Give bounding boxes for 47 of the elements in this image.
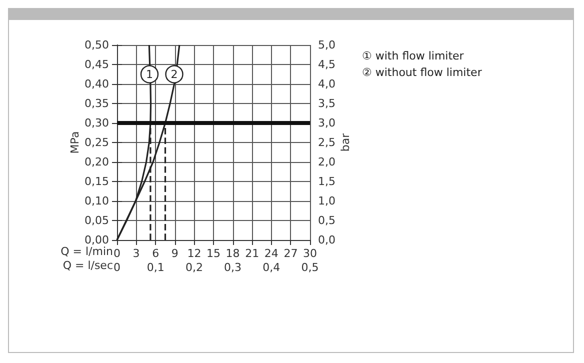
- x2-axis-title: Q = l/sec: [62, 259, 114, 272]
- x-tick-label: 27: [284, 247, 298, 260]
- x-tick-label: 9: [171, 247, 178, 260]
- y-tick-label: 0,15: [84, 175, 109, 188]
- y2-axis-title: bar: [339, 132, 352, 152]
- x-axis-title: Q = l/min: [60, 245, 114, 258]
- y-tick-label: 0,35: [84, 97, 109, 110]
- y2-tick-label: 2,0: [318, 156, 336, 168]
- y-tick-label: 0,40: [84, 78, 109, 90]
- y-tick-label: 0,25: [84, 136, 109, 149]
- y2-tick-label: 4,0: [318, 78, 336, 90]
- annotation: 2: [170, 68, 178, 81]
- x2-tick-label: 0,1: [146, 261, 164, 274]
- y2-tick-label: 0,0: [318, 234, 336, 246]
- y2-tick-label: 1,5: [318, 175, 336, 188]
- x-tick-label: 6: [152, 247, 160, 260]
- y2-tick-label: 2,5: [318, 136, 336, 149]
- annotation: 1: [146, 68, 153, 81]
- text: ② without flow limiter: [362, 66, 482, 79]
- y2-tick-label: 0,5: [318, 214, 336, 227]
- x-tick-label: 18: [226, 247, 240, 260]
- x-tick-label: 21: [245, 247, 260, 260]
- x-tick-label: 3: [132, 247, 140, 260]
- x2-tick-label: 0,2: [185, 261, 203, 274]
- text: ① with flow limiter: [362, 50, 464, 62]
- x2-tick-label: 0,5: [301, 261, 319, 274]
- x-tick-label: 24: [264, 247, 278, 260]
- y-tick-label: 0,10: [84, 194, 109, 208]
- y2-tick-label: 3,5: [318, 97, 336, 110]
- y-tick-label: 0,45: [84, 58, 109, 71]
- y-tick-label: 0,20: [84, 156, 109, 168]
- x-tick-label: 12: [187, 247, 202, 260]
- y-tick-label: 0,00: [84, 234, 109, 246]
- y-axis-title: MPa: [68, 131, 82, 154]
- y2-tick-label: 4,5: [318, 58, 336, 71]
- x2-tick-label: 0: [114, 261, 120, 274]
- x-tick-label: 15: [206, 247, 220, 260]
- y-tick-label: 0,50: [84, 38, 109, 52]
- y-tick-label: 0,05: [84, 214, 109, 227]
- y2-tick-label: 5,0: [318, 38, 336, 52]
- y-tick-label: 0,30: [84, 116, 109, 130]
- y2-tick-label: 1,0: [318, 194, 336, 208]
- x2-tick-label: 0,3: [224, 261, 242, 274]
- x2-tick-label: 0,4: [262, 261, 280, 274]
- x-tick-label: 30: [303, 247, 317, 260]
- y2-tick-label: 3,0: [318, 116, 336, 130]
- x-tick-label: 0: [114, 247, 120, 260]
